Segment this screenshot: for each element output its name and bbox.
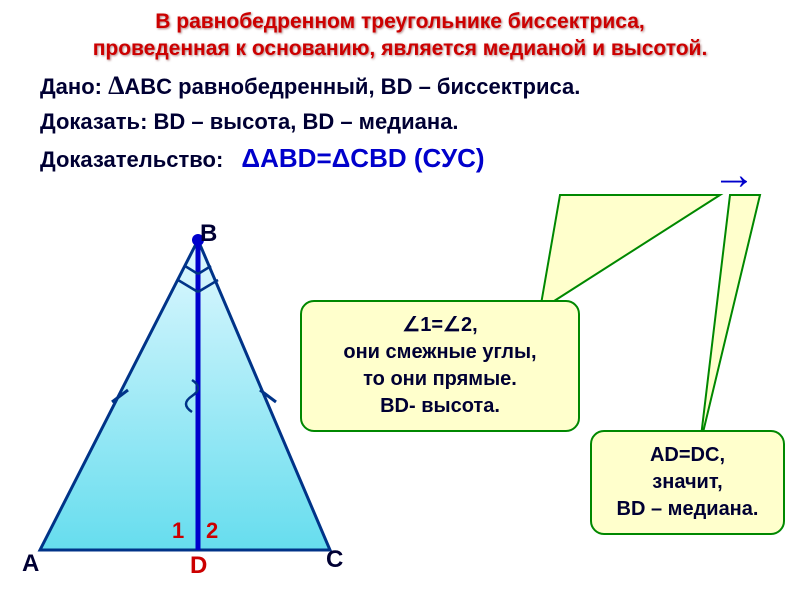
callout1-line2: они смежные углы,	[316, 339, 564, 366]
callout1-tail	[540, 195, 720, 310]
callout2-line3: BD – медиана.	[606, 496, 769, 523]
callout2-tail	[700, 195, 760, 445]
callout1-line3: то они прямые.	[316, 366, 564, 393]
callout1-line1: ∠1=∠2,	[316, 312, 564, 339]
callout2-line2: значит,	[606, 469, 769, 496]
callout1-line4: BD- высота.	[316, 393, 564, 420]
callout2-line1: AD=DC,	[606, 442, 769, 469]
callout-angles: ∠1=∠2, они смежные углы, то они прямые. …	[300, 300, 580, 432]
callout-median: AD=DC, значит, BD – медиана.	[590, 430, 785, 535]
